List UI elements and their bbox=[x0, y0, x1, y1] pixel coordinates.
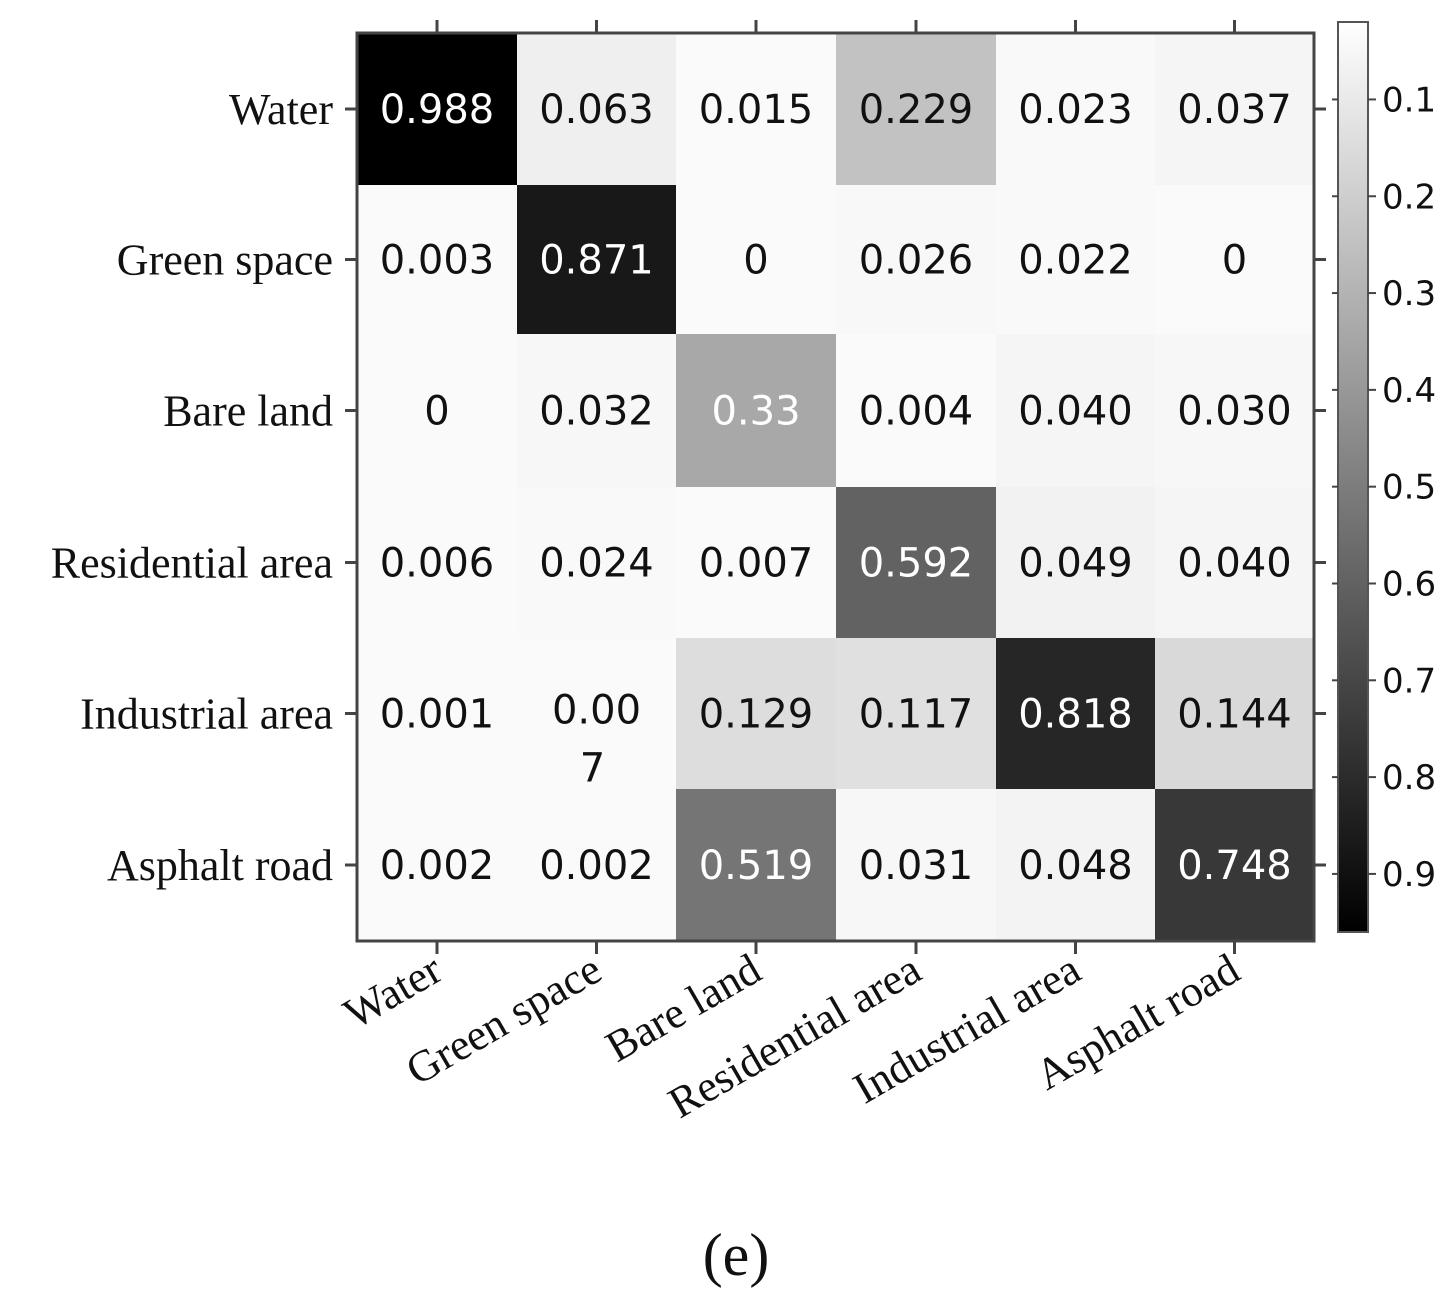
cell-value-r5-c2: 0.00 7 bbox=[552, 688, 641, 792]
cell-value-r3-c2: 0.032 bbox=[539, 389, 654, 435]
cell-value-r3-c3: 0.33 bbox=[711, 389, 800, 435]
y-label-4: Residential area bbox=[51, 539, 333, 588]
heatmap-cell-r5-c5 bbox=[996, 638, 1156, 790]
plot-frame bbox=[355, 31, 1316, 943]
heatmap-cell-r5-c3 bbox=[676, 638, 837, 790]
cell-value-r2-c6: 0 bbox=[1222, 238, 1247, 284]
heatmap-cell-r6-c5 bbox=[996, 789, 1156, 942]
cell-value-r2-c1: 0.003 bbox=[380, 238, 495, 284]
cell-value-r1-c4: 0.229 bbox=[859, 87, 974, 133]
cell-value-r6-c3: 0.519 bbox=[699, 843, 814, 889]
heatmap-cell-labels: 0.988 0.063 0.015 0.229 0.023 0.037 0.003 0.871… bbox=[380, 87, 1292, 889]
heatmap-cell-r4-c2 bbox=[517, 487, 677, 639]
cell-value-r5-c1: 0.001 bbox=[380, 692, 495, 738]
heatmap-cell-r4-c1 bbox=[357, 487, 518, 639]
heatmap-cell-r2-c3 bbox=[676, 185, 837, 335]
cell-value-r1-c6: 0.037 bbox=[1177, 87, 1292, 133]
heatmap-cell-r1-c4 bbox=[836, 33, 997, 186]
cell-value-r4-c3: 0.007 bbox=[699, 541, 814, 587]
cell-value-r1-c2: 0.063 bbox=[539, 87, 654, 133]
heatmap-cell-r1-c3 bbox=[676, 33, 837, 186]
panel-label: (e) bbox=[703, 1222, 770, 1288]
colorbar: 0.1 0.2 0.3 0.4 0.5 0.6 0.7 0.8 0.9 bbox=[1332, 21, 1436, 933]
cell-value-r6-c4: 0.031 bbox=[859, 843, 974, 889]
heatmap-cell-r1-c2 bbox=[517, 33, 677, 186]
y-label-2: Green space bbox=[117, 236, 333, 285]
heatmap-cell-r2-c5 bbox=[996, 185, 1156, 335]
cell-value-r4-c1: 0.006 bbox=[380, 541, 495, 587]
heatmap-cell-r6-c2 bbox=[517, 789, 677, 942]
heatmap-cell-r2-c1 bbox=[357, 185, 518, 335]
heatmap-cell-r5-c2 bbox=[517, 638, 677, 790]
cell-value-r5-c3: 0.129 bbox=[699, 692, 814, 738]
y-label-1: Water bbox=[229, 85, 333, 134]
heatmap-cell-r2-c6 bbox=[1155, 185, 1315, 335]
heatmap-cell-r6-c3 bbox=[676, 789, 837, 942]
heatmap-cell-r4-c6 bbox=[1155, 487, 1315, 639]
heatmap-cell-r6-c4 bbox=[836, 789, 997, 942]
cell-value-r5-c6: 0.144 bbox=[1177, 692, 1292, 738]
cell-value-r6-c2: 0.002 bbox=[539, 843, 654, 889]
colorbar-label-1: 0.1 bbox=[1382, 80, 1436, 120]
heatmap-cell-r1-c1 bbox=[357, 33, 518, 186]
colorbar-label-6: 0.6 bbox=[1382, 564, 1436, 604]
colorbar-label-5: 0.5 bbox=[1382, 468, 1436, 508]
colorbar-gradient bbox=[1337, 21, 1369, 933]
y-label-5: Industrial area bbox=[80, 690, 333, 739]
colorbar-label-7: 0.7 bbox=[1382, 661, 1436, 701]
axis-ticks bbox=[345, 20, 1326, 954]
heatmap-cell-r3-c2 bbox=[517, 334, 677, 488]
cell-value-r2-c4: 0.026 bbox=[859, 238, 974, 284]
y-axis-labels: Water Green space Bare land Residential are… bbox=[51, 85, 334, 890]
heatmap-cell-r3-c5 bbox=[996, 334, 1156, 488]
cell-value-r2-c2: 0.871 bbox=[539, 238, 654, 284]
colorbar-label-9: 0.9 bbox=[1382, 855, 1436, 895]
heatmap-cell-r1-c6 bbox=[1155, 33, 1315, 186]
cell-value-r6-c6: 0.748 bbox=[1177, 843, 1292, 889]
heatmap-cell-r5-c6 bbox=[1155, 638, 1315, 790]
heatmap-cell-r4-c5 bbox=[996, 487, 1156, 639]
cell-value-r3-c1: 0 bbox=[424, 389, 449, 435]
heatmap-cell-r3-c1 bbox=[357, 334, 518, 488]
cell-value-r3-c6: 0.030 bbox=[1177, 389, 1292, 435]
cell-value-r4-c4: 0.592 bbox=[859, 541, 974, 587]
cell-value-r2-c3: 0 bbox=[743, 238, 768, 284]
heatmap-cell-r6-c6 bbox=[1155, 789, 1315, 942]
heatmap-cell-r2-c4 bbox=[836, 185, 997, 335]
cell-value-r2-c5: 0.022 bbox=[1018, 238, 1133, 284]
heatmap-cell-r4-c3 bbox=[676, 487, 837, 639]
cell-value-r4-c6: 0.040 bbox=[1177, 541, 1292, 587]
cell-value-r6-c1: 0.002 bbox=[380, 843, 495, 889]
cell-value-r4-c2: 0.024 bbox=[539, 541, 654, 587]
x-label-1: Water bbox=[335, 944, 450, 1039]
cell-value-r1-c3: 0.015 bbox=[699, 87, 814, 133]
heatmap-cell-r3-c4 bbox=[836, 334, 997, 488]
cell-value-r5-c4: 0.117 bbox=[859, 692, 974, 738]
heatmap-cell-r4-c4 bbox=[836, 487, 997, 639]
cell-value-r6-c5: 0.048 bbox=[1018, 843, 1133, 889]
y-label-6: Asphalt road bbox=[107, 841, 333, 890]
heatmap-cell-r6-c1 bbox=[357, 789, 518, 942]
cell-value-r1-c1: 0.988 bbox=[380, 87, 495, 133]
heatmap-cell-r2-c2 bbox=[517, 185, 677, 335]
cell-value-r4-c5: 0.049 bbox=[1018, 541, 1133, 587]
colorbar-label-8: 0.8 bbox=[1382, 758, 1436, 798]
y-label-3: Bare land bbox=[163, 387, 333, 436]
heatmap-cell-r5-c1 bbox=[357, 638, 518, 790]
cell-value-r3-c5: 0.040 bbox=[1018, 389, 1133, 435]
cell-value-r5-c5: 0.818 bbox=[1018, 692, 1133, 738]
heatmap-cells bbox=[357, 33, 1315, 942]
cell-value-r3-c4: 0.004 bbox=[859, 389, 974, 435]
colorbar-label-3: 0.3 bbox=[1382, 274, 1436, 314]
colorbar-label-2: 0.2 bbox=[1382, 177, 1436, 217]
heatmap-cell-r5-c4 bbox=[836, 638, 997, 790]
heatmap-cell-r3-c3 bbox=[676, 334, 837, 488]
colorbar-label-4: 0.4 bbox=[1382, 371, 1436, 411]
cell-value-r1-c5: 0.023 bbox=[1018, 87, 1133, 133]
heatmap-cell-r3-c6 bbox=[1155, 334, 1315, 488]
heatmap-cell-r1-c5 bbox=[996, 33, 1156, 186]
